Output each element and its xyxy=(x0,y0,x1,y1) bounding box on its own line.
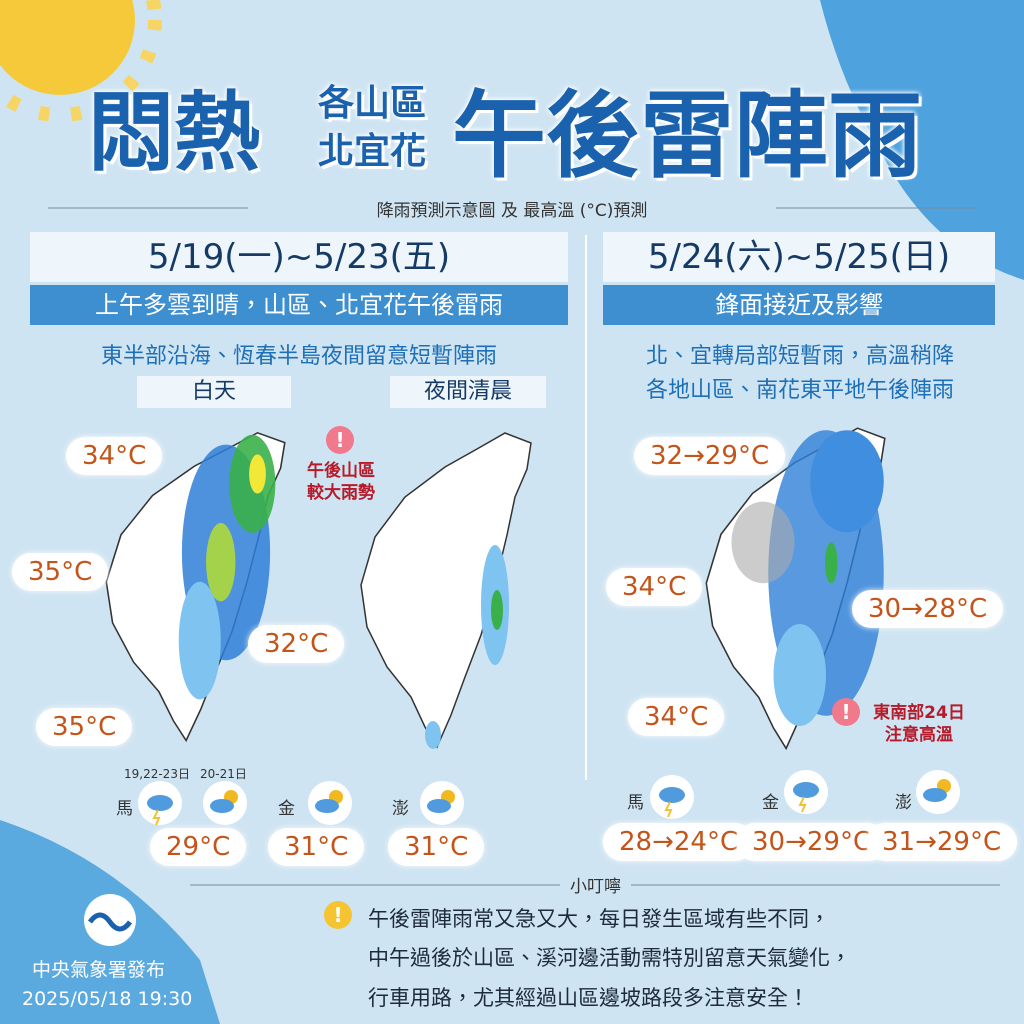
sun-rays xyxy=(0,0,162,122)
island-dates: 20-21日 xyxy=(200,767,247,781)
alert-icon xyxy=(832,698,860,726)
island-name: 馬 xyxy=(627,793,644,813)
temperature: 30→29°C xyxy=(736,823,888,861)
note: 各地山區、南花東平地午後陣雨 xyxy=(645,378,954,403)
alert-line: 午後山區 xyxy=(307,461,375,481)
island-name: 馬 xyxy=(116,799,133,819)
island-name: 金 xyxy=(278,799,295,819)
subtitle: 降雨預測示意圖 及 最高溫 (°C)預測 xyxy=(376,201,648,221)
temperature: 35°C xyxy=(12,553,109,591)
alert-icon xyxy=(326,426,354,454)
alert-line: 注意高溫 xyxy=(885,725,953,745)
alert-text: 午後山區 較大雨勢 xyxy=(296,460,386,504)
alert-line: 較大雨勢 xyxy=(307,483,375,503)
taiwan-map-day xyxy=(105,432,286,742)
temperature: 32→29°C xyxy=(634,437,786,475)
corner-blue xyxy=(820,0,1024,280)
headline: 上午多雲到晴，山區、北宜花午後雷雨 xyxy=(30,285,568,325)
temperature: 32°C xyxy=(248,625,345,663)
island-dates: 19,22-23日 xyxy=(124,767,190,781)
headline: 鋒面接近及影響 xyxy=(603,285,995,325)
note: 東半部沿海、恆春半島夜間留意短暫陣雨 xyxy=(100,344,497,369)
tip-line: 午後雷陣雨常又急又大，每日發生區域有些不同， xyxy=(368,907,830,931)
temperature: 29°C xyxy=(150,828,247,866)
alert-icon: ! xyxy=(335,428,344,452)
tab: 夜間清晨 xyxy=(390,376,546,408)
temperature: 30→28°C xyxy=(852,590,1004,628)
publisher: 中央氣象署發布 xyxy=(32,959,166,981)
cwa-logo xyxy=(84,894,136,946)
title-left: 悶熱 xyxy=(88,83,260,183)
tip-line: 中午過後於山區、溪河邊活動需特別留意天氣變化， xyxy=(368,946,851,970)
weather-icons xyxy=(138,770,960,826)
tab: 白天 xyxy=(137,376,291,408)
temperature: 31→29°C xyxy=(866,823,1018,861)
island-name: 澎 xyxy=(895,793,912,813)
publish-time: 2025/05/18 19:30 xyxy=(22,988,193,1010)
temperature: 34°C xyxy=(628,698,725,736)
island-name: 澎 xyxy=(392,799,409,819)
alert-icon: ! xyxy=(841,700,850,724)
temperature: 31°C xyxy=(388,828,485,866)
region-bottom: 北宜花 xyxy=(318,131,427,172)
date-range: 5/24(六)~5/25(日) xyxy=(603,232,995,282)
taiwan-map-weekend xyxy=(705,427,886,750)
temperature: 34°C xyxy=(606,568,703,606)
date-range: 5/19(一)~5/23(五) xyxy=(30,232,568,282)
temperature: 35°C xyxy=(36,708,133,746)
warning-icon xyxy=(324,901,352,929)
temperature: 31°C xyxy=(268,828,365,866)
tips-heading: 小叮嚀 xyxy=(560,872,631,897)
temperature: 28→24°C xyxy=(603,823,755,861)
title-right: 午後雷陣雨 xyxy=(452,82,923,191)
temperature: 34°C xyxy=(66,437,163,475)
sun xyxy=(0,0,135,95)
warning-icon: ! xyxy=(333,903,342,927)
tip-line: 行車用路，尤其經過山區邊坡路段多注意安全！ xyxy=(368,986,809,1010)
note: 北、宜轉局部短暫雨，高溫稍降 xyxy=(645,344,954,369)
alert-line: 東南部24日 xyxy=(873,703,965,723)
region-top: 各山區 xyxy=(318,83,427,124)
alert-text: 東南部24日 注意高溫 xyxy=(864,702,974,746)
island-name: 金 xyxy=(762,793,779,813)
taiwan-map-night xyxy=(360,432,532,749)
